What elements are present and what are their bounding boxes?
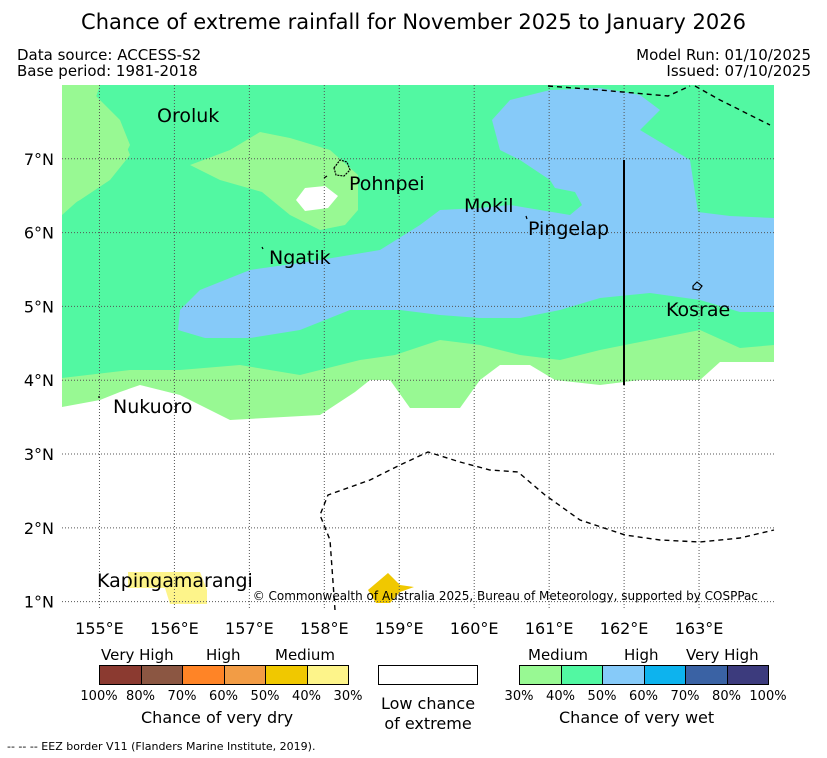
dry-percent-label: 80% xyxy=(126,689,155,704)
low-chance-patch xyxy=(296,186,338,211)
dry-percent-label: 100% xyxy=(80,689,118,704)
wet-label-medium: Medium xyxy=(528,646,588,664)
lon-tick-label: 158°E xyxy=(300,619,349,638)
wet-percent-label: 60% xyxy=(629,689,658,704)
wet-30-region-west xyxy=(62,85,130,210)
eez-note: -- -- -- EEZ border V11 (Flanders Marine… xyxy=(7,740,316,753)
wet-swatch xyxy=(602,665,645,685)
wet-swatch xyxy=(519,665,562,685)
data-source: Data source: ACCESS-S2 xyxy=(17,46,202,64)
lon-tick-label: 162°E xyxy=(600,619,649,638)
label-oroluk: Oroluk xyxy=(157,105,219,127)
label-pingelap: Pingelap xyxy=(528,218,609,240)
lon-tick-label: 161°E xyxy=(525,619,574,638)
dry-legend-title: Chance of very dry xyxy=(141,708,294,727)
wet-swatch xyxy=(560,665,603,685)
wet-percent-label: 80% xyxy=(712,689,741,704)
label-pohnpei: Pohnpei xyxy=(349,173,425,195)
lat-tick-label: 2°N xyxy=(24,519,54,538)
lon-tick-label: 159°E xyxy=(375,619,424,638)
wet-percent-label: 50% xyxy=(587,689,617,704)
dry-percent-label: 60% xyxy=(209,689,238,704)
dry-50-region xyxy=(368,573,414,603)
lon-tick-label: 157°E xyxy=(225,619,274,638)
dry-percent-label: 40% xyxy=(292,689,321,704)
lat-tick-label: 6°N xyxy=(24,224,54,243)
dry-percent-label: 70% xyxy=(167,689,197,704)
dry-label-very-high: Very High xyxy=(101,646,174,664)
islands xyxy=(98,159,703,398)
dry-swatch xyxy=(306,665,349,685)
low-chance-title-line2: of extreme xyxy=(384,714,472,733)
dry-percent-label: 30% xyxy=(333,689,363,704)
ngatik-islet xyxy=(261,246,264,250)
label-kapingamarangi: Kapingamarangi xyxy=(97,570,253,592)
issued-date: Issued: 07/10/2025 xyxy=(666,62,811,80)
kosrae-island xyxy=(692,281,703,291)
lon-tick-label: 156°E xyxy=(150,619,199,638)
lon-tick-label: 163°E xyxy=(675,619,724,638)
islet xyxy=(323,175,328,179)
wet-percent-label: 70% xyxy=(670,689,700,704)
low-chance-swatch xyxy=(378,665,478,685)
dry-label-medium: Medium xyxy=(275,646,335,664)
low-chance-title-line1: Low chance xyxy=(380,694,476,713)
dry-swatch xyxy=(99,665,142,685)
copyright-notice: © Commonwealth of Australia 2025, Bureau… xyxy=(253,589,758,603)
wet-swatch xyxy=(643,665,686,685)
lat-tick-label: 5°N xyxy=(24,297,54,316)
model-run: Model Run: 01/10/2025 xyxy=(636,46,811,64)
base-period: Base period: 1981-2018 xyxy=(17,62,198,80)
pingelap-islet xyxy=(525,215,528,220)
map-title: Chance of extreme rainfall for November … xyxy=(81,10,746,34)
wet-percent-label: 40% xyxy=(546,689,575,704)
wet-percent-label: 30% xyxy=(504,689,534,704)
dry-swatch xyxy=(223,665,266,685)
dry-swatch xyxy=(265,665,308,685)
wet-label-high: High xyxy=(624,646,659,664)
label-kosrae: Kosrae xyxy=(666,299,730,321)
latitude-ticks: 1°N 2°N 3°N 4°N 5°N 6°N 7°N xyxy=(24,150,54,612)
dry-swatch xyxy=(140,665,183,685)
dry-swatch xyxy=(182,665,225,685)
label-nukuoro: Nukuoro xyxy=(113,396,192,418)
wet-swatch xyxy=(726,665,769,685)
lon-tick-label: 160°E xyxy=(450,619,499,638)
wet-label-very-high: Very High xyxy=(686,646,759,664)
label-ngatik: Ngatik xyxy=(269,247,331,269)
lat-tick-label: 1°N xyxy=(24,593,54,612)
wet-percent-label: 100% xyxy=(749,689,787,704)
wet-legend-title: Chance of very wet xyxy=(559,708,715,727)
lon-tick-label: 155°E xyxy=(75,619,124,638)
lat-tick-label: 4°N xyxy=(24,371,54,390)
wet-swatch xyxy=(685,665,728,685)
dry-label-high: High xyxy=(206,646,241,664)
eez-borders xyxy=(319,85,775,611)
dry-30-region xyxy=(128,572,207,604)
pohnpei-island xyxy=(333,159,351,177)
label-mokil: Mokil xyxy=(464,195,514,217)
lat-tick-label: 3°N xyxy=(24,445,54,464)
dry-percent-label: 50% xyxy=(250,689,280,704)
lat-tick-label: 7°N xyxy=(24,150,54,169)
longitude-ticks: 155°E 156°E 157°E 158°E 159°E 160°E 161°E 162°E… xyxy=(75,619,723,638)
